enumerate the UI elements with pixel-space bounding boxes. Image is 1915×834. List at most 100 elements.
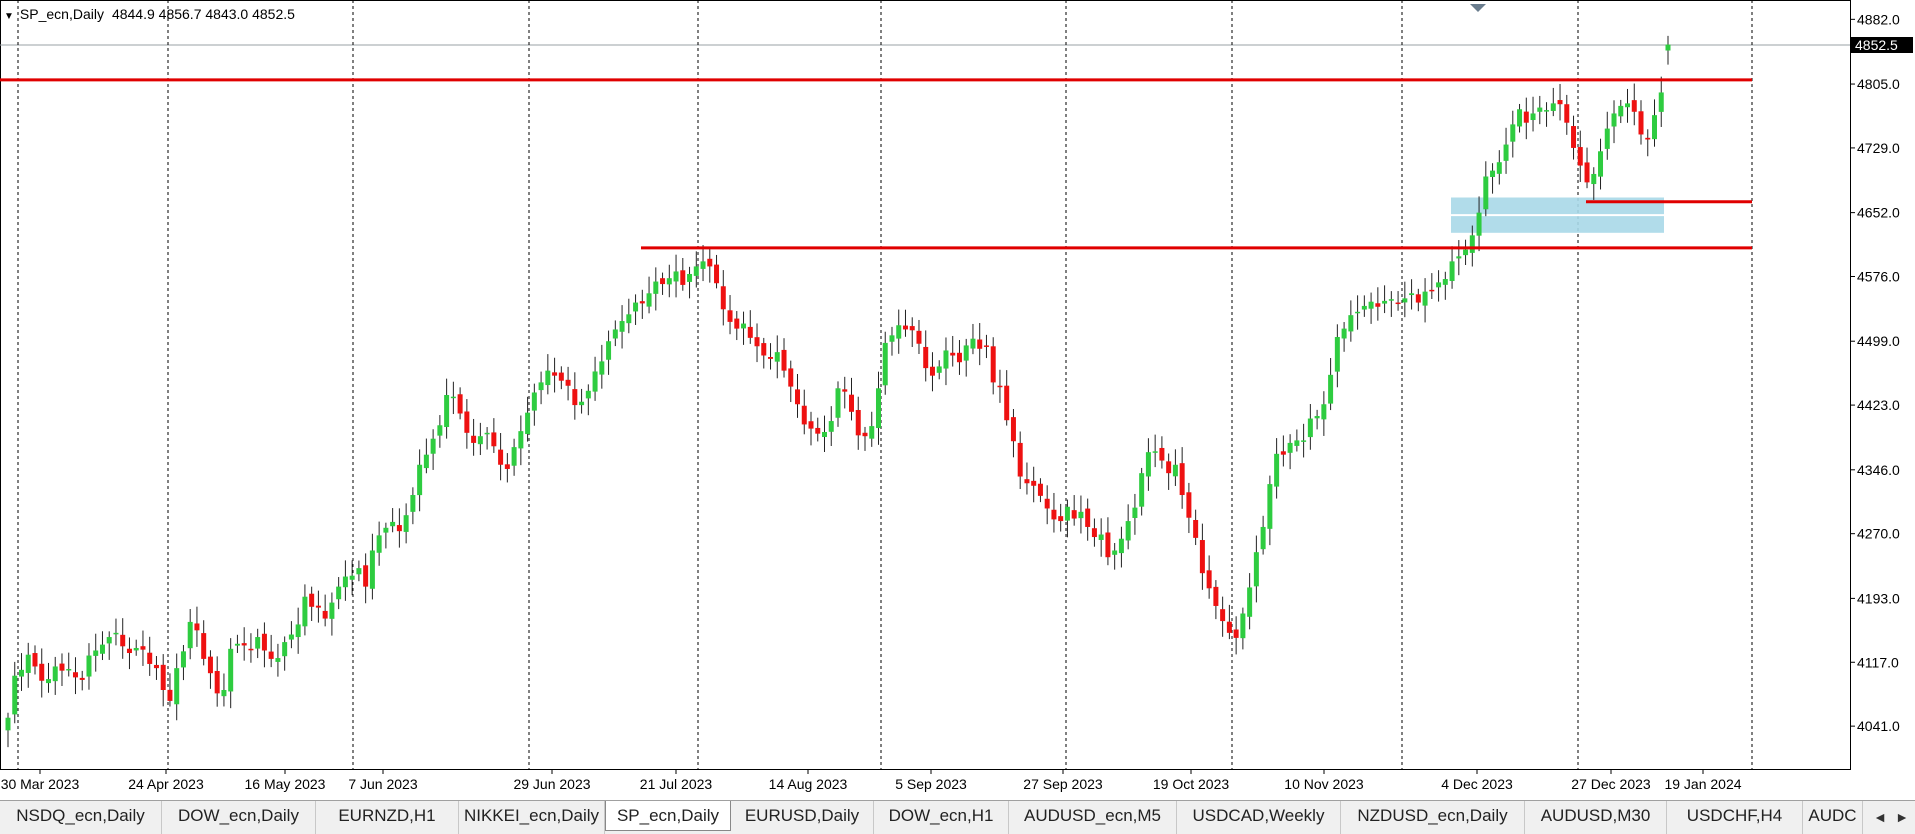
chart-menu-icon[interactable]: ▼ <box>4 11 14 22</box>
candle-body <box>268 651 274 659</box>
tab-nsdq-ecn-daily[interactable]: NSDQ_ecn,Daily <box>0 801 162 834</box>
candle-body <box>545 370 551 386</box>
candle-body <box>1179 463 1185 496</box>
tab-nikkei-ecn-daily[interactable]: NIKKEI_ecn,Daily <box>459 801 605 834</box>
grid-layer <box>0 0 1851 770</box>
tab-usdchf-h4[interactable]: USDCHF,H4 <box>1667 801 1803 834</box>
candle-body <box>39 663 45 681</box>
candle-body <box>1132 507 1138 518</box>
candle-body <box>437 425 443 436</box>
candle-body <box>1064 506 1070 521</box>
candle-body <box>390 521 396 527</box>
y-tick-label: 4882.0 <box>1857 11 1900 27</box>
candle-body <box>1523 111 1529 123</box>
candle-body <box>160 664 166 690</box>
candle-body <box>93 650 99 656</box>
candle-body <box>531 392 537 411</box>
candle-body <box>423 454 429 469</box>
tab-eurusd-daily[interactable]: EURUSD,Daily <box>731 801 874 834</box>
candle-body <box>1091 528 1097 538</box>
candle-body <box>1584 162 1590 183</box>
y-tick-label: 4346.0 <box>1857 462 1900 478</box>
candle-body <box>511 447 517 466</box>
current-price-tag <box>1851 37 1913 53</box>
axis-layer: 30 Mar 2023 24 Apr 2023 16 May 2023 7 Jun 2… <box>1 4 1913 792</box>
candle-body <box>619 321 625 332</box>
candle-body <box>214 671 220 694</box>
candle-body <box>970 338 976 349</box>
candle-body <box>1078 511 1084 519</box>
candle-body <box>1017 442 1023 477</box>
candle-body <box>936 366 942 373</box>
candle-body <box>862 432 868 437</box>
candle-body <box>255 637 261 649</box>
tab-dow-ecn-h1[interactable]: DOW_ecn,H1 <box>874 801 1009 834</box>
candle-body <box>18 669 24 677</box>
candle-body <box>693 266 699 276</box>
candle-body <box>457 394 463 414</box>
candle-body <box>579 401 585 406</box>
tab-usdcad-weekly[interactable]: USDCAD,Weekly <box>1177 801 1341 834</box>
candle-body <box>700 261 706 269</box>
candle-body <box>261 633 267 651</box>
candle-body <box>25 654 31 673</box>
candle-body <box>153 664 159 669</box>
candle-body <box>1564 104 1570 123</box>
candle-body <box>997 385 1003 388</box>
x-tick-label: 30 Mar 2023 <box>1 776 80 792</box>
y-tick-label: 4576.0 <box>1857 269 1900 285</box>
candle-body <box>808 421 814 429</box>
candle-body <box>201 633 207 659</box>
candle-body <box>1307 418 1313 438</box>
candle-body <box>1665 44 1671 51</box>
candle-body <box>754 337 760 347</box>
tab-scroll-right-icon[interactable]: ► <box>1895 809 1909 825</box>
candle-body <box>842 389 848 392</box>
candle-body <box>1436 282 1442 288</box>
candle-body <box>1085 508 1091 527</box>
candle-body <box>187 621 193 649</box>
candle-body <box>120 634 126 647</box>
candle-body <box>376 535 382 553</box>
candle-body <box>909 326 915 331</box>
candle-body <box>1658 92 1664 112</box>
candle-body <box>1537 107 1543 112</box>
candle-body <box>1213 586 1219 606</box>
candle-body <box>902 325 908 330</box>
tab-eurnzd-h1[interactable]: EURNZD,H1 <box>316 801 459 834</box>
candle-body <box>923 346 929 369</box>
tab-sp-ecn-daily[interactable]: SP_ecn,Daily <box>605 801 731 831</box>
candle-body <box>1220 609 1226 622</box>
candle-body <box>1031 480 1037 486</box>
candle-body <box>1510 124 1516 142</box>
price-chart[interactable]: 30 Mar 2023 24 Apr 2023 16 May 2023 7 Jun 2… <box>0 0 1915 800</box>
tab-dow-ecn-daily[interactable]: DOW_ecn,Daily <box>162 801 316 834</box>
candle-body <box>174 668 180 705</box>
tab-nzdusd-ecn-daily[interactable]: NZDUSD_ecn,Daily <box>1341 801 1525 834</box>
candle-body <box>720 286 726 310</box>
candle-body <box>1483 176 1489 210</box>
candle-body <box>774 352 780 362</box>
candle-body <box>639 301 645 304</box>
candle-body <box>207 656 213 674</box>
candle-body <box>126 648 132 654</box>
candle-body <box>788 368 794 387</box>
candle-body <box>1442 279 1448 285</box>
tab-audusd-m30[interactable]: AUDUSD,M30 <box>1525 801 1667 834</box>
tab-scroll-left-icon[interactable]: ◄ <box>1873 809 1887 825</box>
candle-body <box>1631 100 1637 112</box>
chart-area[interactable]: 30 Mar 2023 24 Apr 2023 16 May 2023 7 Jun 2… <box>0 0 1915 800</box>
candle-body <box>248 648 254 651</box>
tab-audusd-ecn-m5[interactable]: AUDUSD_ecn,M5 <box>1009 801 1177 834</box>
candle-body <box>525 412 531 435</box>
candle-body <box>990 346 996 383</box>
tab-audc[interactable]: AUDC <box>1803 801 1863 834</box>
x-tick-label: 14 Aug 2023 <box>769 776 848 792</box>
candle-body <box>59 663 65 671</box>
candle-body <box>741 323 747 329</box>
candle-body <box>1247 587 1253 617</box>
candle-body <box>768 357 774 359</box>
candle-body <box>369 550 375 589</box>
candle-body <box>1476 212 1482 236</box>
y-tick-label: 4041.0 <box>1857 718 1900 734</box>
